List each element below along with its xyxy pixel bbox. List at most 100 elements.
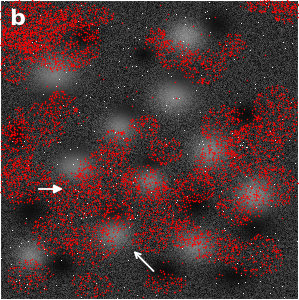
Point [280, 169, 285, 174]
Point [68, 23, 72, 28]
Point [83, 165, 88, 170]
Point [188, 240, 193, 245]
Point [150, 129, 155, 134]
Point [21, 264, 26, 269]
Point [51, 38, 56, 43]
Point [103, 11, 107, 16]
Point [149, 277, 154, 282]
Point [261, 251, 266, 256]
Point [39, 17, 44, 22]
Point [123, 136, 128, 141]
Point [90, 199, 94, 204]
Point [124, 178, 129, 182]
Point [269, 137, 274, 142]
Point [67, 59, 71, 64]
Point [118, 182, 123, 186]
Point [158, 155, 163, 160]
Point [54, 67, 59, 72]
Point [251, 145, 256, 149]
Point [41, 129, 46, 134]
Point [4, 175, 9, 179]
Point [72, 14, 77, 19]
Point [46, 144, 51, 149]
Point [152, 181, 157, 186]
Point [36, 53, 40, 58]
Point [248, 1, 252, 6]
Point [98, 250, 103, 255]
Point [36, 246, 41, 251]
Point [100, 282, 104, 287]
Point [260, 235, 265, 240]
Point [18, 131, 22, 136]
Point [52, 124, 57, 128]
Point [212, 257, 217, 262]
Point [296, 181, 299, 185]
Point [61, 220, 66, 224]
Point [84, 53, 89, 58]
Point [117, 147, 122, 152]
Point [89, 232, 94, 236]
Point [86, 165, 90, 170]
Point [244, 0, 249, 5]
Point [142, 116, 147, 121]
Point [17, 64, 22, 69]
Point [9, 64, 13, 68]
Point [115, 213, 120, 218]
Point [63, 47, 68, 52]
Point [227, 88, 232, 93]
Point [262, 53, 267, 58]
Point [273, 136, 278, 141]
Point [0, 54, 5, 59]
Point [182, 278, 187, 283]
Point [125, 210, 129, 215]
Point [153, 190, 158, 195]
Point [8, 266, 13, 271]
Point [254, 123, 259, 128]
Point [278, 91, 283, 96]
Point [8, 44, 13, 48]
Point [235, 205, 239, 210]
Point [0, 59, 4, 64]
Point [267, 131, 272, 136]
Point [230, 115, 234, 119]
Point [98, 238, 103, 243]
Point [46, 33, 51, 38]
Point [143, 196, 147, 200]
Point [191, 228, 196, 232]
Point [79, 243, 84, 248]
Point [18, 286, 23, 290]
Point [153, 31, 158, 36]
Point [224, 233, 229, 238]
Point [64, 236, 69, 241]
Point [60, 223, 65, 227]
Point [38, 272, 43, 276]
Point [274, 164, 279, 169]
Point [50, 24, 54, 29]
Point [26, 286, 30, 290]
Point [33, 197, 37, 202]
Point [94, 236, 98, 241]
Point [125, 166, 130, 170]
Point [264, 247, 269, 252]
Point [269, 197, 274, 202]
Point [25, 6, 30, 10]
Point [72, 19, 77, 23]
Point [112, 154, 117, 159]
Point [145, 277, 150, 281]
Point [27, 166, 31, 171]
Point [77, 16, 82, 20]
Point [254, 125, 259, 130]
Point [7, 275, 12, 280]
Point [69, 242, 74, 247]
Point [119, 20, 124, 25]
Point [83, 46, 88, 51]
Point [233, 52, 238, 57]
Point [168, 203, 173, 208]
Point [12, 162, 16, 167]
Point [225, 152, 230, 157]
Point [120, 176, 125, 180]
Point [259, 170, 264, 175]
Point [28, 27, 33, 32]
Point [237, 220, 242, 225]
Point [74, 193, 79, 198]
